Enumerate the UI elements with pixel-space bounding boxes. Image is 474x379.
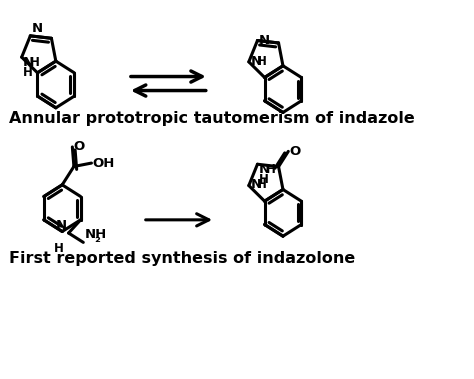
Text: H: H [257,178,267,191]
Text: H: H [266,163,275,176]
Text: H: H [259,172,269,186]
Text: H: H [23,66,33,78]
Text: H: H [29,56,39,69]
Text: N: N [251,55,262,68]
Text: O: O [289,145,301,158]
Text: N: N [56,219,67,232]
Text: N: N [251,178,262,191]
Text: ₂: ₂ [94,232,100,245]
Text: First reported synthesis of indazolone: First reported synthesis of indazolone [9,251,356,266]
Text: O: O [73,141,84,153]
Text: NH: NH [84,228,107,241]
Text: N: N [259,163,270,176]
Text: H: H [54,242,64,255]
Text: OH: OH [92,157,115,169]
Text: Annular prototropic tautomerism of indazole: Annular prototropic tautomerism of indaz… [9,111,415,126]
Text: N: N [23,56,34,69]
Text: N: N [259,34,270,47]
Text: H: H [257,55,267,68]
Text: N: N [32,22,43,35]
